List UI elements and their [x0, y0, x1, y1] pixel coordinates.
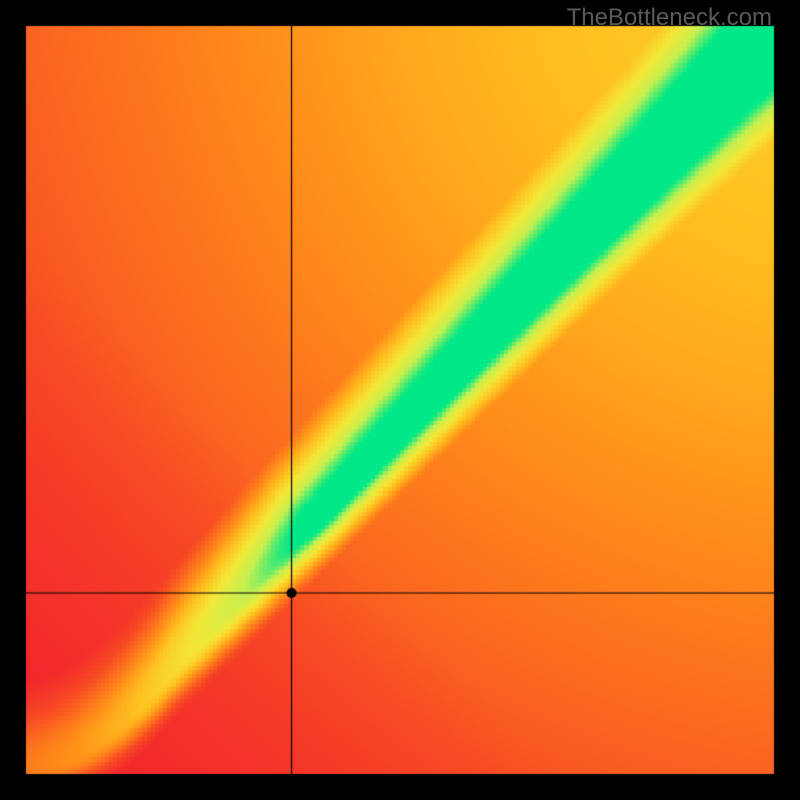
chart-container: TheBottleneck.com: [0, 0, 800, 800]
bottleneck-heatmap: [0, 0, 800, 800]
watermark-text: TheBottleneck.com: [567, 4, 772, 32]
